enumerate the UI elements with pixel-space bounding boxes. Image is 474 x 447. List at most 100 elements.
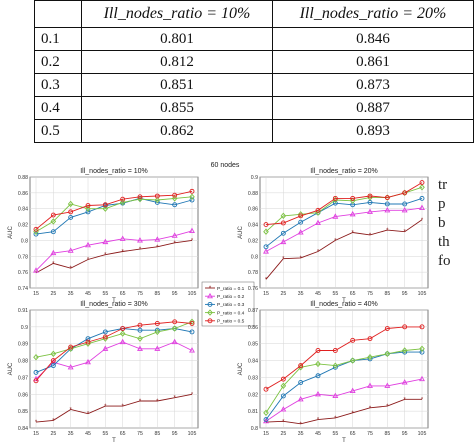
data-point [171, 195, 178, 202]
series-line [35, 328, 193, 373]
x-tick-label: 65 [350, 291, 356, 297]
data-point [384, 206, 391, 213]
x-tick-label: 105 [418, 431, 427, 437]
data-point [402, 201, 408, 207]
data-point: * [299, 256, 302, 262]
data-point [154, 196, 161, 204]
data-point: * [139, 247, 142, 253]
y-tick-label: 0.74 [18, 286, 28, 292]
data-point [172, 192, 178, 198]
data-point: * [386, 228, 389, 234]
table-cell: 0.893 [272, 119, 474, 143]
series-line [35, 190, 193, 230]
data-point [419, 324, 425, 330]
data-point [189, 197, 195, 203]
x-tick-label: 55 [102, 431, 108, 437]
data-point [263, 409, 269, 417]
y-tick-label: 0.88 [248, 191, 258, 197]
data-point: * [317, 418, 320, 424]
x-tick-label: 75 [137, 291, 143, 297]
data-point [315, 348, 321, 353]
data-point [315, 373, 321, 379]
x-tick-label: 65 [120, 431, 126, 437]
data-point [171, 232, 178, 238]
data-point [263, 222, 269, 228]
series-line [35, 196, 193, 233]
data-point [102, 345, 109, 351]
x-tick-label: 85 [384, 291, 390, 297]
data-point: * [209, 286, 212, 292]
series-line [35, 321, 193, 358]
table-cell-p: 0.2 [34, 50, 82, 74]
table-cell-p: 0.1 [34, 27, 82, 51]
chart-title: Ill_nodes_ratio = 20% [310, 168, 378, 175]
y-tick-label: 0.83 [248, 375, 258, 381]
data-point [384, 195, 390, 201]
legend-label: P_ratio = 0.3 [217, 302, 245, 308]
y-axis-label: AUC [238, 226, 244, 239]
data-point [332, 348, 338, 353]
data-point [85, 205, 91, 212]
data-point: * [52, 418, 55, 424]
y-tick-label: 0.88 [18, 175, 28, 181]
x-tick-label: 85 [154, 291, 160, 297]
data-point [315, 207, 321, 213]
y-tick-label: 0.84 [248, 359, 258, 365]
data-point [207, 292, 213, 299]
data-point [280, 393, 286, 399]
data-point [50, 358, 56, 364]
x-tick-label: 95 [402, 431, 408, 437]
x-tick-label: 95 [172, 431, 178, 437]
data-point [120, 196, 126, 202]
data-point: * [317, 250, 320, 256]
table-row: 0.5 0.862 0.893 [34, 119, 474, 143]
table-header-cell [34, 0, 82, 28]
y-tick-label: 0.81 [248, 409, 258, 415]
data-point: * [351, 411, 354, 417]
series-line [35, 393, 193, 423]
series-line [35, 239, 193, 274]
x-tick-label: 25 [280, 291, 286, 297]
data-point [189, 329, 195, 335]
x-tick-label: 55 [332, 431, 338, 437]
data-point [50, 350, 57, 358]
data-point [419, 184, 425, 191]
data-point: * [369, 406, 372, 412]
x-axis-label: T [112, 298, 116, 304]
x-tick-label: 15 [263, 431, 269, 437]
data-point [332, 213, 339, 219]
x-tick-label: 35 [298, 431, 304, 437]
y-tick-label: 0.78 [248, 270, 258, 276]
y-tick-label: 0.82 [248, 392, 258, 398]
y-tick-label: 0.86 [18, 191, 28, 197]
data-point [298, 380, 304, 385]
data-point: * [191, 238, 194, 244]
figure-label: 60 nodes [211, 162, 240, 169]
y-tick-label: 0.84 [248, 223, 258, 229]
data-point [350, 195, 356, 201]
chart-title: Ill_nodes_ratio = 10% [80, 168, 148, 175]
series-line [265, 398, 422, 425]
data-point [401, 379, 408, 385]
data-point [50, 249, 57, 256]
series-line [265, 182, 423, 226]
y-tick-label: 0.91 [18, 308, 28, 314]
y-tick-label: 0.76 [18, 270, 28, 276]
y-tick-label: 0.86 [248, 325, 258, 331]
data-point [67, 363, 74, 370]
data-point [171, 325, 178, 332]
x-tick-label: 45 [85, 291, 91, 297]
y-axis-label: AUC [8, 226, 14, 239]
y-tick-label: 0.87 [18, 375, 28, 381]
data-point [297, 229, 304, 235]
table-cell: 0.873 [272, 73, 474, 97]
x-tick-label: 35 [298, 291, 304, 297]
data-point [33, 378, 39, 384]
data-point: * [87, 257, 90, 263]
data-point [280, 382, 287, 390]
legend-label: P_ratio = 0.4 [217, 310, 245, 316]
x-axis-label: T [342, 298, 346, 304]
table-cell: 0.812 [81, 50, 273, 74]
data-point [349, 357, 356, 364]
x-tick-label: 95 [172, 291, 178, 297]
